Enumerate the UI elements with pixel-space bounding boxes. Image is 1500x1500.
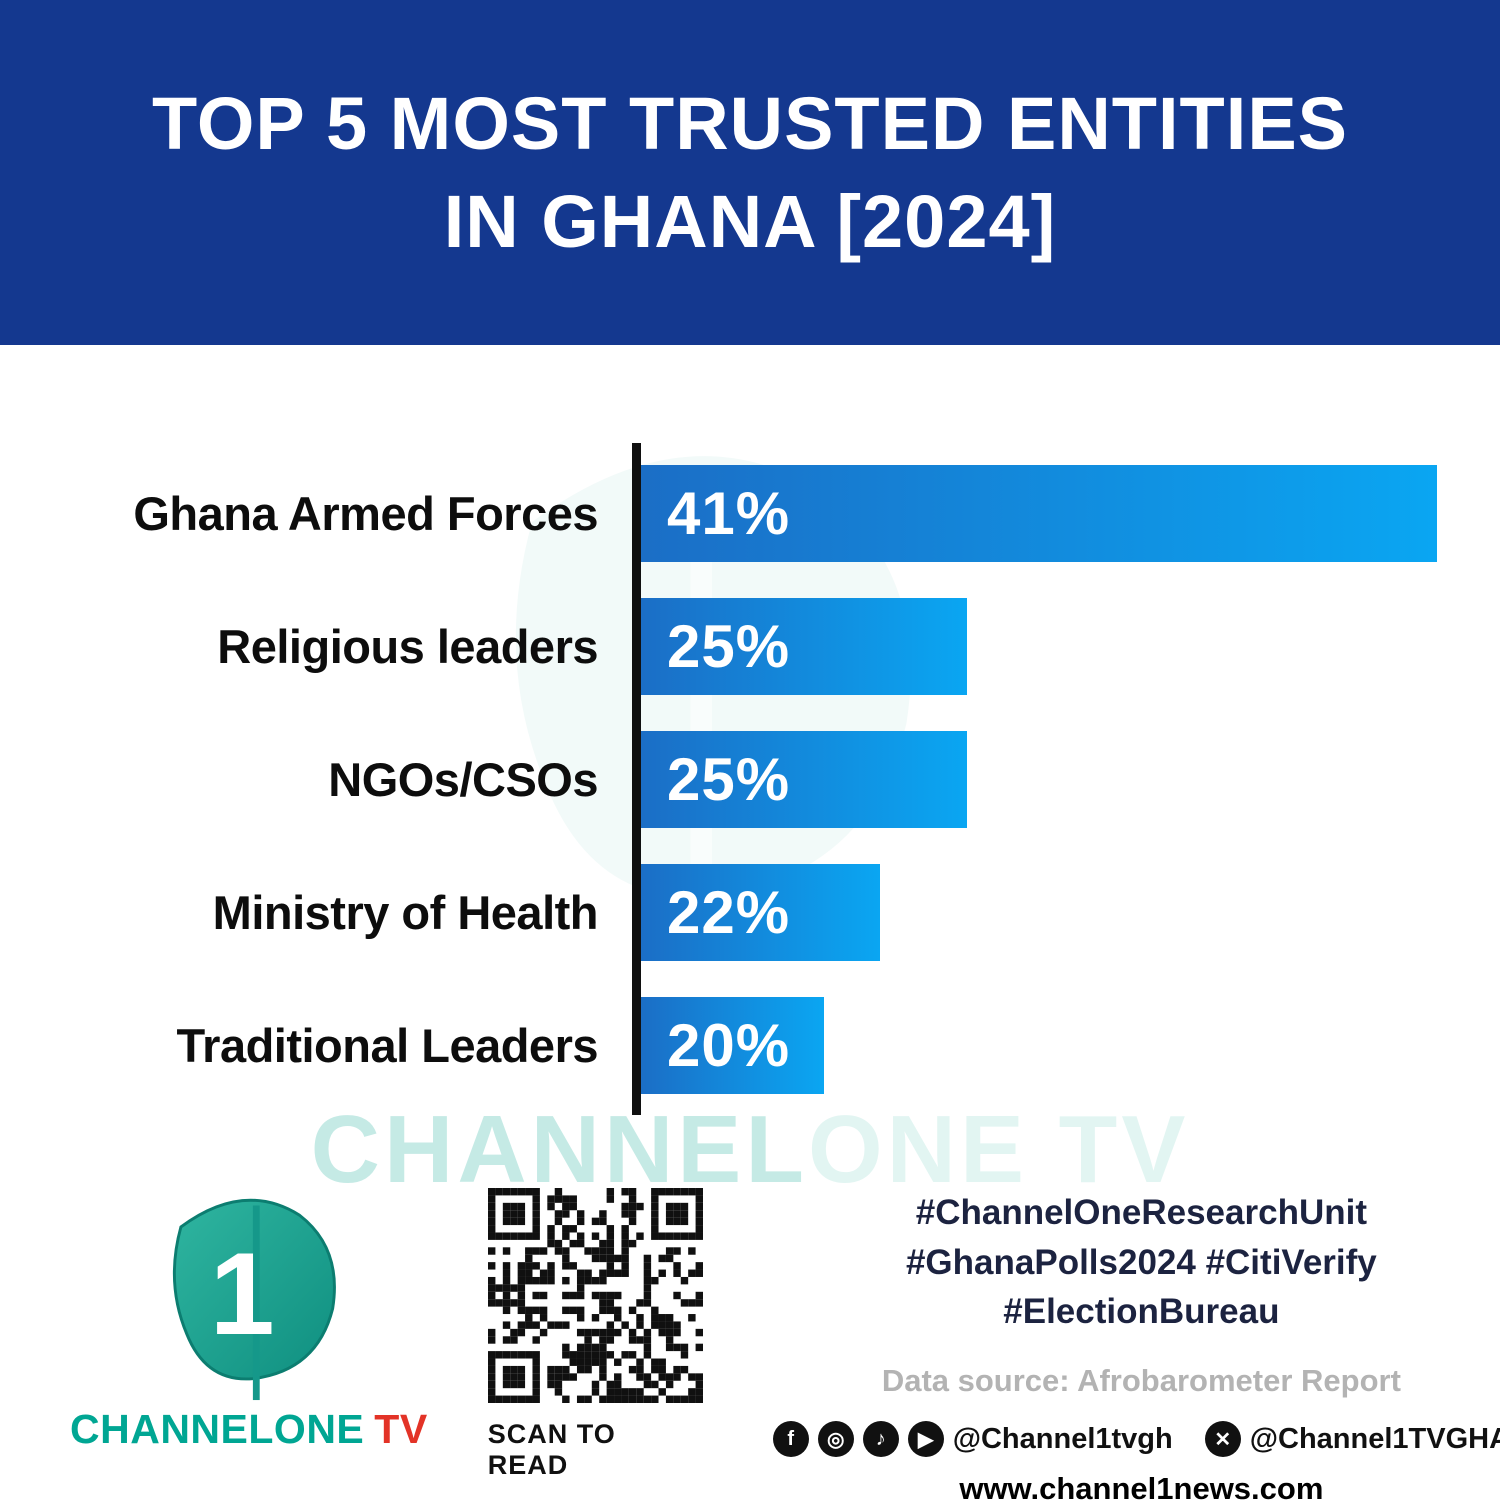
page-title-line2: IN GHANA [2024] [443,179,1057,263]
bar-row: NGOs/CSOs 25% [60,731,1437,828]
value-label: 25% [667,746,791,813]
bar: 20% [641,997,825,1094]
channel-one-pebble-logo: 1 [172,1198,336,1401]
value-label: 20% [667,1012,791,1079]
logo-numeral: 1 [210,1228,275,1359]
hashtags: #ChannelOneResearchUnit #GhanaPolls2024 … [773,1188,1500,1337]
header-banner: TOP 5 MOST TRUSTED ENTITIES IN GHANA [20… [0,0,1500,345]
hashtag-line-3: #ElectionBureau [1003,1292,1280,1332]
category-label: NGOs/CSOs [328,753,598,806]
bar-row: Ministry of Health 22% [60,864,1437,961]
brand-watermark-part1: CHANNEL [310,1096,808,1203]
chart-axis-line [632,443,641,1115]
brand-name: CHANNELONE TV [70,1406,428,1453]
tiktok-icon: ♪ [862,1421,899,1458]
bar-track: 20% [641,997,1437,1094]
bar: 25% [641,731,968,828]
category-label: Ghana Armed Forces [133,487,598,540]
facebook-icon: f [772,1421,809,1458]
value-label: 25% [667,613,791,680]
bar: 25% [641,598,968,695]
bar-row: Traditional Leaders 20% [60,997,1437,1094]
footer: 1 CHANNELONE TV SCAN TO READ #ChannelOneR… [0,1188,1500,1500]
category-label: Ministry of Health [212,886,599,939]
bar: 22% [641,864,880,961]
instagram-icon: ◎ [817,1421,854,1458]
page-title-line1: TOP 5 MOST TRUSTED ENTITIES [151,81,1349,165]
bar-chart: Ghana Armed Forces 41% Religious leaders 25… [60,443,1437,1115]
qr-caption: SCAN TO READ [487,1419,616,1480]
category-label: Traditional Leaders [176,1019,599,1072]
category-label: Religious leaders [217,620,598,673]
bar-track: 25% [641,731,1437,828]
bar-track: 25% [641,598,1437,695]
bar-row: Ghana Armed Forces 41% [60,465,1437,562]
x-twitter-icon: ✕ [1204,1421,1241,1458]
bar-rows-container: Ghana Armed Forces 41% Religious leaders 25… [60,465,1437,1094]
value-label: 41% [667,480,791,547]
data-source: Data source: Afrobarometer Report [881,1363,1401,1399]
bar-row: Religious leaders 25% [60,598,1437,695]
bar-track: 41% [641,465,1437,562]
bar-track: 22% [641,864,1437,961]
brand-name-channelone: CHANNELONE [70,1406,365,1452]
social-handle-2: @Channel1TVGHA [1249,1422,1500,1455]
brand-watermark: CHANNELONE TV [0,1095,1500,1205]
social-row: f ◎ ♪ ▶ @Channel1tvgh ✕ @Channel1TVGHA [772,1421,1500,1458]
hashtag-line-2: #GhanaPolls2024 #CitiVerify [905,1242,1377,1282]
brand-name-tv: TV [374,1406,428,1452]
social-handle-1: @Channel1tvgh [952,1422,1173,1455]
website-url: www.channel1news.com [959,1471,1324,1500]
qr-block: SCAN TO READ [487,1188,703,1481]
credits-block: #ChannelOneResearchUnit #GhanaPolls2024 … [703,1188,1500,1500]
value-label: 22% [667,879,791,946]
brand-watermark-part2: ONE TV [807,1096,1190,1203]
qr-code [487,1188,703,1403]
bar: 41% [641,465,1437,562]
youtube-icon: ▶ [907,1421,944,1458]
hashtag-line-1: #ChannelOneResearchUnit [915,1193,1367,1232]
channel-one-logo-block: 1 CHANNELONE TV [70,1188,428,1453]
